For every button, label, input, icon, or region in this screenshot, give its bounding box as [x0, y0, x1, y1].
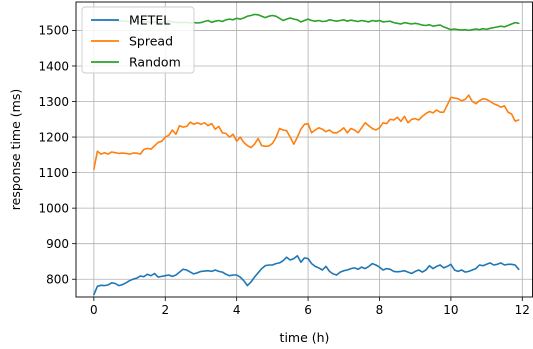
x-tick-label: 12 [515, 303, 530, 317]
y-axis-ticks: 800 900 1000 1100 1200 1300 1400 1500 [38, 24, 76, 287]
legend-label-spread: Spread [129, 34, 173, 49]
series-line-random [93, 13, 520, 32]
y-tick-label: 1100 [38, 166, 69, 180]
legend-label-metel: METEL [129, 13, 170, 28]
y-tick-label: 1000 [38, 201, 69, 215]
legend: METEL Spread Random [81, 6, 195, 74]
y-tick-label: 900 [46, 237, 69, 251]
y-tick-label: 1200 [38, 130, 69, 144]
series-lines [93, 13, 520, 296]
y-tick-label: 1300 [38, 95, 69, 109]
y-tick-label: 800 [46, 273, 69, 287]
x-tick-label: 0 [90, 303, 98, 317]
y-tick-label: 1400 [38, 59, 69, 73]
legend-label-random: Random [129, 55, 181, 70]
x-tick-label: 6 [304, 303, 312, 317]
x-axis-ticks: 0 2 4 6 8 10 12 [90, 297, 530, 317]
x-tick-label: 10 [443, 303, 458, 317]
x-tick-label: 4 [233, 303, 241, 317]
grid-lines [76, 2, 533, 297]
series-line-metel [93, 255, 520, 296]
x-tick-label: 8 [376, 303, 384, 317]
legend-box [81, 6, 195, 74]
y-axis-label: response time (ms) [8, 89, 23, 210]
x-tick-label: 2 [161, 303, 169, 317]
x-axis-label: time (h) [280, 330, 330, 345]
series-line-spread [93, 94, 520, 170]
y-tick-label: 1500 [38, 24, 69, 38]
